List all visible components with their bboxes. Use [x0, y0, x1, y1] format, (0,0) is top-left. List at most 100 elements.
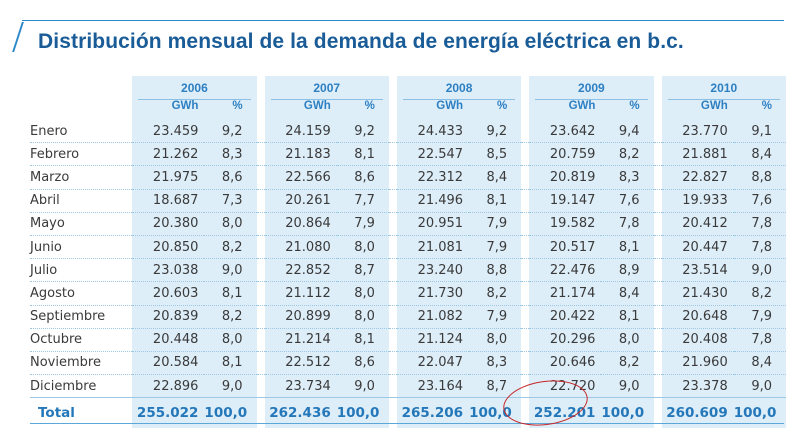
year-header: 2007: [264, 76, 389, 100]
column-gap: [256, 212, 265, 236]
pct-value: 8,1: [336, 142, 389, 167]
gwh-value: 22.852: [264, 258, 337, 283]
gwh-value: 21.081: [396, 235, 470, 260]
unit-pct: %: [733, 100, 786, 120]
column-gap: [653, 305, 662, 329]
gwh-value: 20.584: [132, 351, 205, 376]
column-gap: [388, 374, 397, 399]
month-label: Noviembre: [30, 351, 133, 376]
column-gap: [388, 212, 397, 236]
pct-value: 8,0: [601, 328, 654, 352]
unit-header-row: GWh% GWh% GWh% GWh% GWh%: [30, 100, 786, 120]
pct-value: 8,0: [336, 305, 389, 329]
pct-value: 8,4: [733, 142, 786, 167]
gwh-value: 23.770: [661, 120, 734, 144]
pct-value: 8,1: [204, 351, 257, 376]
pct-value: 9,0: [733, 258, 786, 283]
gwh-value: 24.159: [264, 120, 337, 144]
pct-value: 8,4: [469, 165, 522, 190]
pct-value: 8,1: [601, 305, 654, 329]
gwh-value: 20.899: [264, 305, 337, 329]
column-gap: [256, 328, 265, 352]
pct-value: 8,8: [733, 165, 786, 190]
gwh-value: 22.566: [264, 165, 337, 190]
year-label: 2007: [270, 76, 383, 100]
column-gap: [388, 258, 397, 283]
gwh-value: 19.933: [661, 189, 734, 213]
gwh-value: 23.642: [529, 120, 602, 144]
pct-value: 8,3: [601, 165, 654, 190]
gwh-value: 22.312: [396, 165, 470, 190]
pct-value: 8,8: [469, 258, 522, 283]
gwh-value: 23.240: [396, 258, 470, 283]
gwh-value: 21.174: [529, 281, 602, 306]
gwh-value: 20.603: [132, 281, 205, 306]
column-gap: [521, 351, 530, 376]
column-gap: [388, 189, 397, 213]
pct-value: 7,9: [469, 235, 522, 260]
column-gap: [521, 189, 530, 213]
column-gap: [388, 351, 397, 376]
gwh-value: 22.476: [529, 258, 602, 283]
gwh-value: 21.183: [264, 142, 337, 167]
month-label: Mayo: [30, 212, 133, 236]
gwh-value: 20.447: [661, 235, 734, 260]
top-rule: [22, 20, 784, 21]
bottom-rule: [30, 423, 784, 424]
pct-value: 8,2: [601, 142, 654, 167]
column-gap: [256, 120, 265, 144]
gwh-value: 20.864: [264, 212, 337, 236]
pct-value: 8,0: [336, 235, 389, 260]
gwh-value: 21.975: [132, 165, 205, 190]
column-gap: [388, 281, 397, 306]
column-gap: [521, 258, 530, 283]
gwh-value: 20.448: [132, 328, 205, 352]
table-row: Septiembre 20.839 8,2 20.899 8,0 21.082 7,9 20.…: [30, 305, 786, 329]
column-gap: [653, 165, 662, 190]
pct-value: 9,1: [733, 120, 786, 144]
month-label: Diciembre: [30, 374, 133, 399]
pct-value: 9,4: [601, 120, 654, 144]
column-gap: [653, 281, 662, 306]
gwh-value: 23.378: [661, 374, 734, 399]
pct-value: 9,0: [204, 258, 257, 283]
month-label: Julio: [30, 258, 133, 283]
gwh-value: 23.038: [132, 258, 205, 283]
table-row: Mayo 20.380 8,0 20.864 7,9 20.951 7,9 19.582 7,8…: [30, 212, 786, 236]
pct-value: 8,3: [469, 351, 522, 376]
unit-gwh: GWh: [396, 100, 470, 120]
column-gap: [653, 189, 662, 213]
year-header: 2006: [132, 76, 257, 100]
column-gap: [388, 328, 397, 352]
column-gap: [521, 281, 530, 306]
column-gap: [521, 305, 530, 329]
gwh-value: 23.734: [264, 374, 337, 399]
column-gap: [256, 305, 265, 329]
column-gap: [653, 374, 662, 399]
column-gap: [256, 351, 265, 376]
gwh-value: 21.214: [264, 328, 337, 352]
pct-value: 8,2: [204, 235, 257, 260]
year-label: 2010: [667, 76, 780, 100]
column-gap: [388, 305, 397, 329]
column-gap: [521, 328, 530, 352]
gwh-value: 22.896: [132, 374, 205, 399]
column-gap: [256, 142, 265, 167]
column-gap: [521, 120, 530, 144]
pct-value: 7,8: [733, 212, 786, 236]
gwh-value: 22.047: [396, 351, 470, 376]
pct-value: 8,1: [204, 281, 257, 306]
pct-value: 7,9: [733, 305, 786, 329]
pct-value: 8,1: [601, 235, 654, 260]
unit-gwh: GWh: [529, 100, 602, 120]
column-gap: [256, 165, 265, 190]
pct-value: 7,6: [601, 189, 654, 213]
pct-value: 7,3: [204, 189, 257, 213]
table-row: Noviembre 20.584 8,1 22.512 8,6 22.047 8,3 20.6…: [30, 351, 786, 376]
gwh-value: 23.164: [396, 374, 470, 399]
gwh-value: 20.296: [529, 328, 602, 352]
pct-value: 7,8: [733, 235, 786, 260]
column-gap: [521, 165, 530, 190]
gwh-value: 21.262: [132, 142, 205, 167]
pct-value: 8,4: [601, 281, 654, 306]
